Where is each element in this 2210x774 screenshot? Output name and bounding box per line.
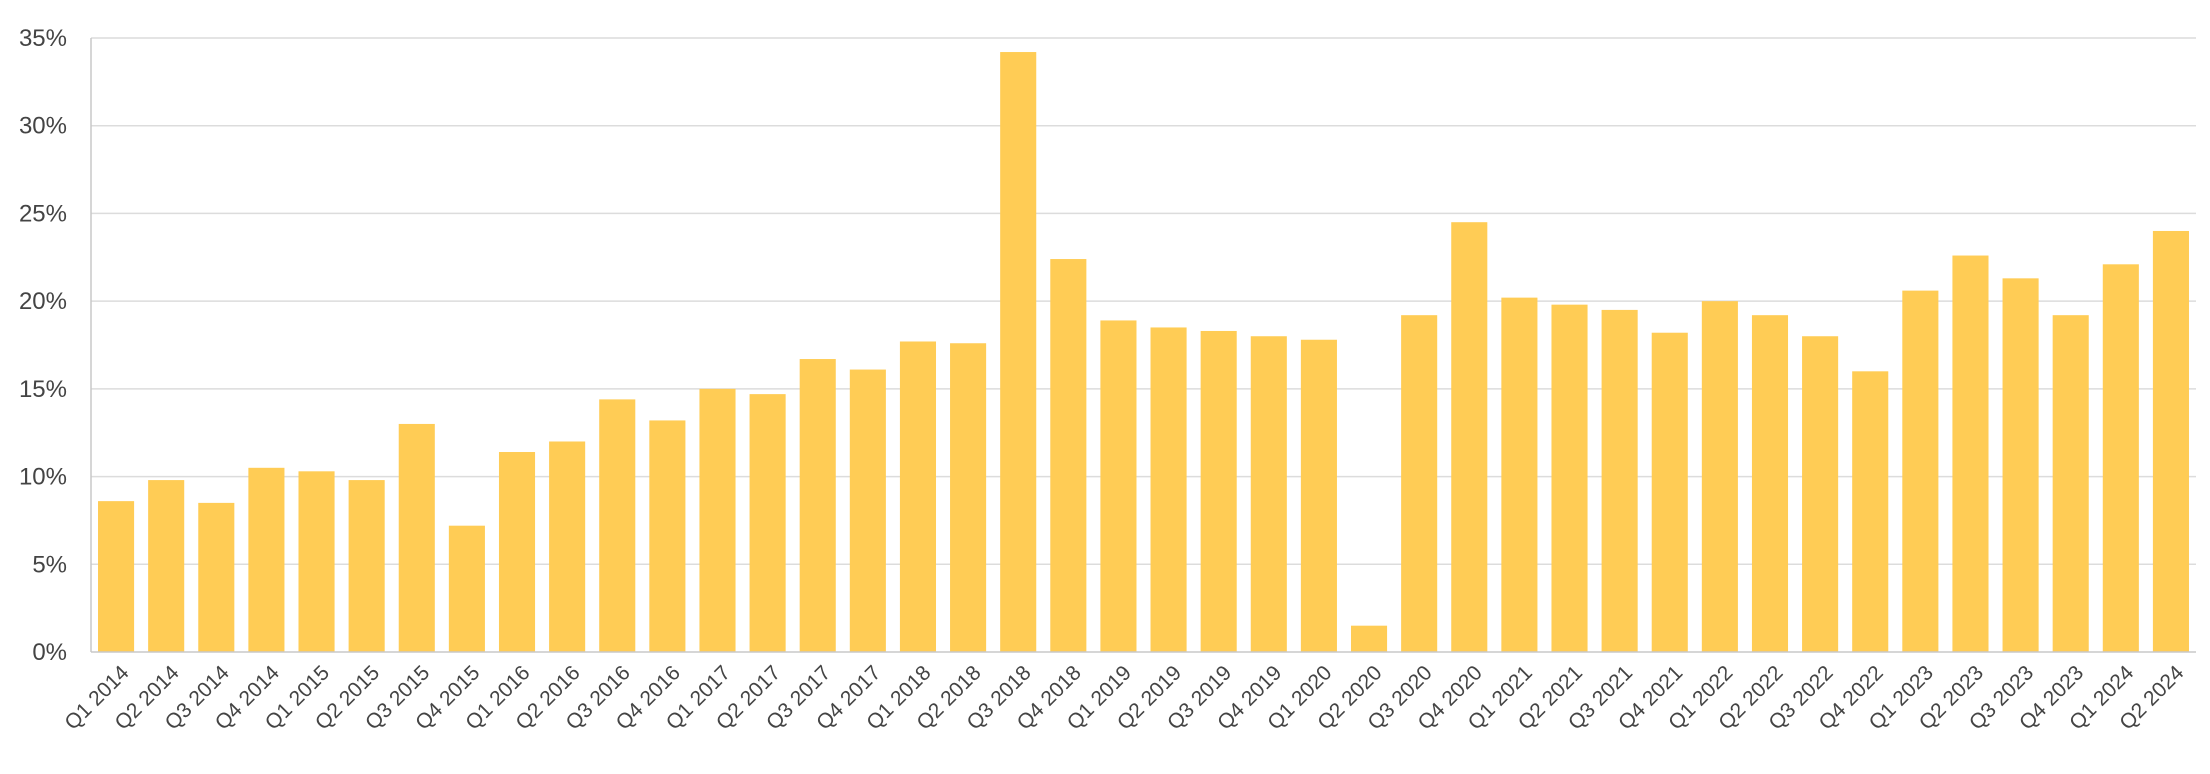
bar (950, 343, 987, 652)
bar (498, 452, 536, 652)
bar (549, 441, 586, 652)
bar (1551, 304, 1588, 652)
y-tick-label: 0% (32, 639, 67, 666)
bar (1952, 255, 1989, 652)
bar (298, 471, 335, 652)
bar (1601, 309, 1638, 652)
bar (599, 399, 636, 652)
bar (198, 502, 235, 652)
bar (1100, 320, 1137, 652)
y-tick-label: 5% (32, 551, 67, 578)
bar (398, 423, 435, 652)
grid-lines (91, 37, 2196, 566)
y-tick-label: 25% (19, 200, 67, 227)
bar (248, 467, 285, 652)
bar (448, 525, 485, 652)
bars (98, 52, 2189, 652)
bar (1751, 315, 1789, 652)
bar (1701, 301, 1738, 652)
bar (1350, 625, 1388, 652)
bar (1802, 336, 1839, 652)
bar (699, 388, 736, 652)
bar (2052, 315, 2089, 652)
bar (849, 369, 886, 652)
y-axis-ticks: 0% 5% 10% 15% 20% 25% 30% 35% (19, 25, 67, 666)
bar (98, 501, 135, 652)
bar (1501, 297, 1538, 652)
bar (2102, 264, 2139, 652)
bar (899, 341, 937, 652)
bar (1902, 290, 1939, 652)
bar (649, 420, 686, 652)
y-tick-label: 20% (19, 288, 67, 315)
bar (1852, 371, 1889, 652)
bar (148, 480, 185, 652)
y-tick-label: 30% (19, 113, 67, 140)
bar (2152, 230, 2189, 652)
bar (1050, 259, 1087, 652)
bar (348, 480, 385, 652)
bar (1200, 330, 1237, 652)
bar (2002, 278, 2039, 652)
bar (1651, 332, 1688, 652)
bar (1401, 315, 1438, 652)
bar (1000, 52, 1037, 652)
bar (1451, 222, 1488, 652)
bar (799, 359, 836, 652)
bar (1300, 339, 1337, 652)
y-tick-label: 15% (19, 376, 67, 403)
y-tick-label: 10% (19, 464, 67, 491)
y-tick-label: 35% (19, 25, 67, 52)
bar (1250, 336, 1287, 652)
bar (749, 394, 786, 652)
bar (1150, 327, 1187, 652)
